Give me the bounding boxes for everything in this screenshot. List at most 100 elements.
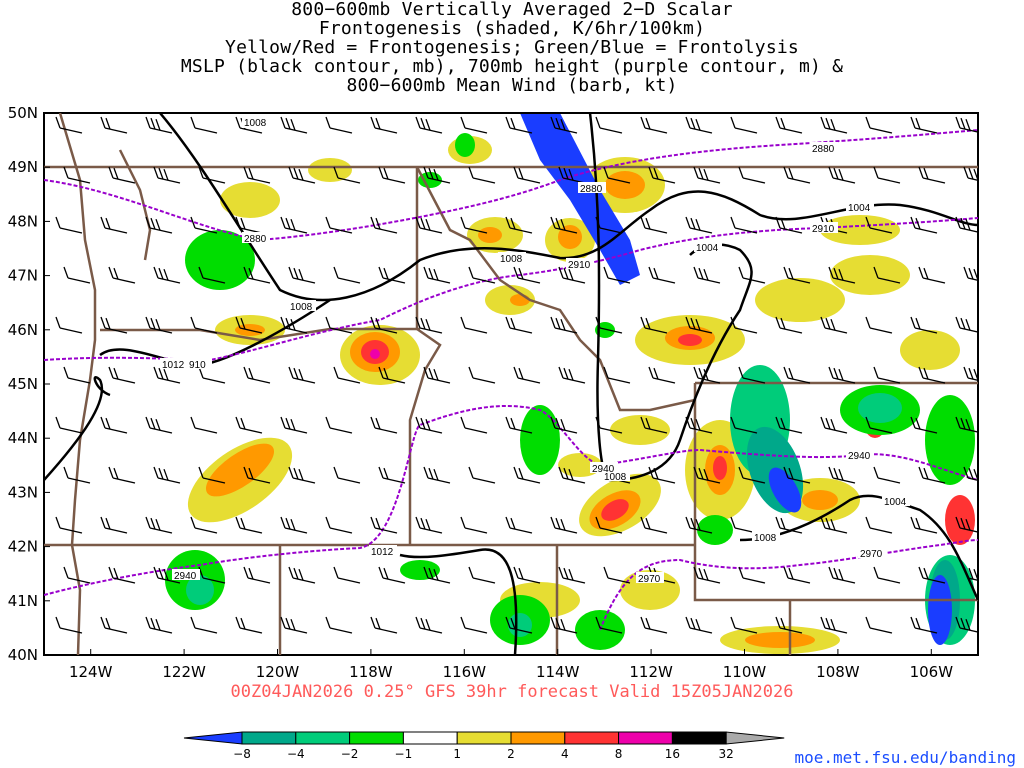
wind-barb [693, 566, 721, 584]
wind-barb [865, 216, 893, 234]
wind-barb [288, 366, 316, 384]
wind-barb [640, 316, 668, 334]
wind-barb [550, 116, 578, 134]
latitude-tick-label: 40N [8, 646, 38, 664]
wind-barb [63, 466, 91, 484]
wind-barb [550, 216, 578, 234]
wind-barb [333, 466, 361, 484]
mslp-label: 1004 [696, 243, 719, 254]
wind-barb [955, 516, 978, 533]
wind-barb [505, 316, 533, 334]
wind-barb [603, 166, 631, 184]
latitude-tick-label: 41N [8, 592, 38, 610]
wind-barb [738, 266, 766, 284]
wind-barb [738, 166, 766, 184]
colorbar-segment [671, 731, 727, 745]
wind-barb [648, 466, 676, 484]
mslp-label: 1012 [162, 360, 185, 371]
colorbar-label: 1 [453, 747, 461, 761]
wind-barb [595, 116, 623, 134]
wind-barb [280, 316, 308, 334]
wind-barb [955, 416, 978, 433]
wind-barb [333, 566, 361, 584]
wind-barb [235, 516, 263, 534]
source-credit-link[interactable]: moe.met.fsu.edu/banding [794, 748, 1016, 767]
wind-barb [153, 466, 181, 484]
wind-barb [918, 166, 946, 184]
wind-barb [108, 266, 136, 284]
wind-barb [63, 366, 91, 384]
wind-barb [55, 416, 83, 434]
wind-barb [730, 416, 758, 434]
latitude-labels: 50N 49N 48N 47N 46N 45N 44N 43N 42N 41N 40N [8, 104, 50, 664]
title-line-4: MSLP (black contour, mb), 700mb height (… [180, 56, 844, 77]
wind-barb [190, 516, 218, 534]
wind-barb [288, 166, 316, 184]
wind-barb [198, 166, 226, 184]
wind-barb [415, 516, 443, 534]
forecast-valid-time: 00Z04JAN2026 0.25° GFS 39hr forecast Val… [230, 682, 794, 702]
longitude-tick-label: 106W [910, 663, 954, 681]
wind-barb [693, 366, 721, 384]
wind-barb [460, 316, 488, 334]
title-line-5: 800−600mb Mean Wind (barb, kt) [346, 75, 678, 96]
wind-barb [595, 416, 623, 434]
wind-barb [865, 316, 893, 334]
longitude-tick-label: 118W [349, 663, 393, 681]
wind-barb [55, 316, 83, 334]
wind-barb [100, 316, 128, 334]
wind-barb [603, 366, 631, 384]
wind-barb [955, 316, 978, 333]
wind-barb [468, 366, 496, 384]
wind-barb [100, 516, 128, 534]
wind-barb [865, 116, 893, 134]
wind-barb [288, 466, 316, 484]
mslp-label: 1012 [371, 547, 394, 558]
colorbar-label: 32 [719, 747, 734, 761]
height-label: 2910 [812, 224, 835, 235]
wind-barb [145, 316, 173, 334]
wind-barb [460, 616, 488, 634]
wind-barb [280, 116, 308, 134]
wind-barb [730, 116, 758, 134]
wind-barb [730, 316, 758, 334]
contour-labels: 1008 1008 1008 1012 1004 1004 1008 1004 … [160, 117, 910, 585]
wind-barb [873, 166, 901, 184]
mslp-label: 1008 [500, 254, 523, 265]
wind-barb [280, 516, 308, 534]
colorbar-segment [618, 731, 673, 745]
wind-barb [370, 316, 398, 334]
wind-barb [243, 466, 271, 484]
mslp-label: 1008 [604, 472, 627, 483]
wind-barb [730, 516, 758, 534]
longitude-labels: 124W 122W 120W 118W 116W 114W 112W 110W 108W 106W [69, 649, 953, 681]
wind-barb [100, 116, 128, 134]
wind-barb [378, 266, 406, 284]
wind-barb [640, 616, 668, 634]
wind-barb [243, 566, 271, 584]
wind-barb [325, 416, 353, 434]
wind-barb [325, 616, 353, 634]
wind-barb [325, 316, 353, 334]
wind-barb [955, 216, 978, 233]
wind-barb [558, 366, 586, 384]
wind-barb [468, 566, 496, 584]
wind-barb [648, 266, 676, 284]
wind-barb [235, 216, 263, 234]
wind-barb [288, 566, 316, 584]
wind-barb [783, 166, 811, 184]
height-label: 2940 [174, 571, 197, 582]
wind-barb [955, 616, 978, 633]
wind-barb [865, 416, 893, 434]
mslp-label: 1008 [754, 533, 777, 544]
wind-barb [910, 316, 938, 334]
wind-barb [108, 366, 136, 384]
wind-barb [423, 366, 451, 384]
wind-barb [828, 166, 856, 184]
wind-barb [108, 566, 136, 584]
wind-barb [820, 516, 848, 534]
wind-barb [730, 216, 758, 234]
wind-barb [963, 266, 978, 281]
wind-barb [333, 166, 361, 184]
wind-barb [558, 266, 586, 284]
